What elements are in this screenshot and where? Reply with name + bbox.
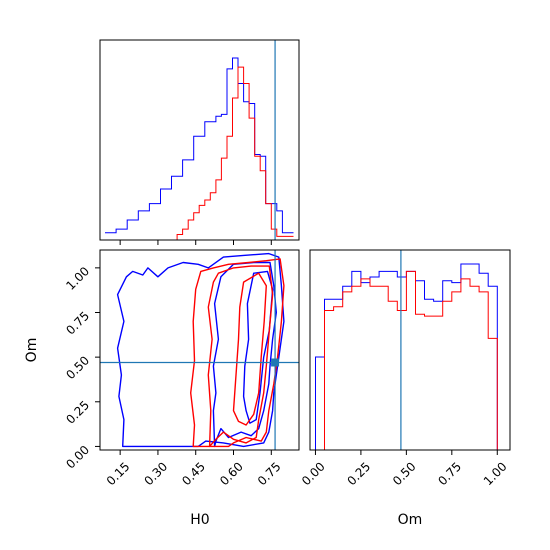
- h0-marginal-panel: [99, 39, 300, 245]
- contour-series-1-level-1: [207, 265, 274, 448]
- om-histogram-series-1: [315, 270, 498, 450]
- om-x-tick-label-3: 0.75: [435, 459, 464, 488]
- joint-y-tick-label-1: 0.25: [63, 398, 92, 427]
- om-x-tick-label-0: 0.00: [299, 459, 328, 488]
- om-x-tick-label-4: 1.00: [481, 459, 510, 488]
- joint-frame: [99, 249, 300, 451]
- joint-plot-area: [100, 250, 299, 450]
- h0-marginal-plot-area: [105, 40, 294, 240]
- joint-y-tick-label-3: 0.75: [63, 309, 92, 338]
- contour-series-1-level-0: [190, 258, 285, 448]
- joint-x-ticks: 0.15 0.30 0.45 0.60 0.75: [104, 450, 284, 488]
- om-x-tick-label-2: 0.50: [390, 459, 419, 488]
- joint-y-axis-label: Om: [24, 338, 40, 363]
- joint-x-tick-label-0: 0.15: [104, 459, 133, 488]
- h0-histogram-series-1: [105, 66, 294, 240]
- joint-x-tick-label-4: 0.75: [255, 459, 284, 488]
- contour-series-0-level-0: [116, 252, 285, 448]
- h0-marginal-x-ticks: [119, 240, 272, 245]
- contour-series-0-level-1: [212, 261, 277, 448]
- joint-truth-marker: [271, 358, 280, 367]
- om-marginal-plot-area: [315, 250, 498, 450]
- joint-y-tick-label-0: 0.00: [63, 443, 92, 472]
- om-marginal-frame: [309, 249, 511, 451]
- om-x-axis-label: Om: [398, 512, 423, 528]
- om-marginal-x-ticks: 0.00 0.25 0.50 0.75 1.00: [299, 450, 510, 488]
- joint-y-ticks: 0.00 0.25 0.50 0.75 1.00: [63, 264, 100, 471]
- joint-x-axis-label: H0: [190, 512, 209, 528]
- joint-panel: 0.15 0.30 0.45 0.60 0.75 0.00 0.25 0.50 0.75 1.0…: [24, 249, 300, 528]
- joint-x-tick-label-3: 0.60: [217, 459, 246, 488]
- om-marginal-panel: 0.00 0.25 0.50 0.75 1.00 Om: [299, 249, 511, 528]
- joint-y-tick-label-2: 0.50: [63, 353, 92, 382]
- h0-marginal-frame: [99, 39, 300, 241]
- contour-series-1-level-2: [232, 272, 267, 426]
- joint-x-tick-label-1: 0.30: [141, 459, 170, 488]
- joint-y-tick-label-4: 1.00: [63, 264, 92, 293]
- joint-x-tick-label-2: 0.45: [179, 459, 208, 488]
- om-x-tick-label-1: 0.25: [344, 459, 373, 488]
